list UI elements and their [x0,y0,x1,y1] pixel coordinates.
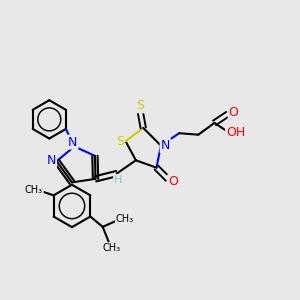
Text: S: S [136,99,144,112]
Text: N: N [47,154,56,167]
Text: CH₃: CH₃ [103,243,121,253]
Text: N: N [68,136,77,148]
Text: O: O [168,175,178,188]
Text: N: N [160,139,170,152]
Text: OH: OH [226,126,245,139]
Text: O: O [229,106,238,119]
Text: H: H [114,175,122,185]
Text: CH₃: CH₃ [25,185,43,195]
Text: CH₃: CH₃ [116,214,134,224]
Text: S: S [116,135,124,148]
